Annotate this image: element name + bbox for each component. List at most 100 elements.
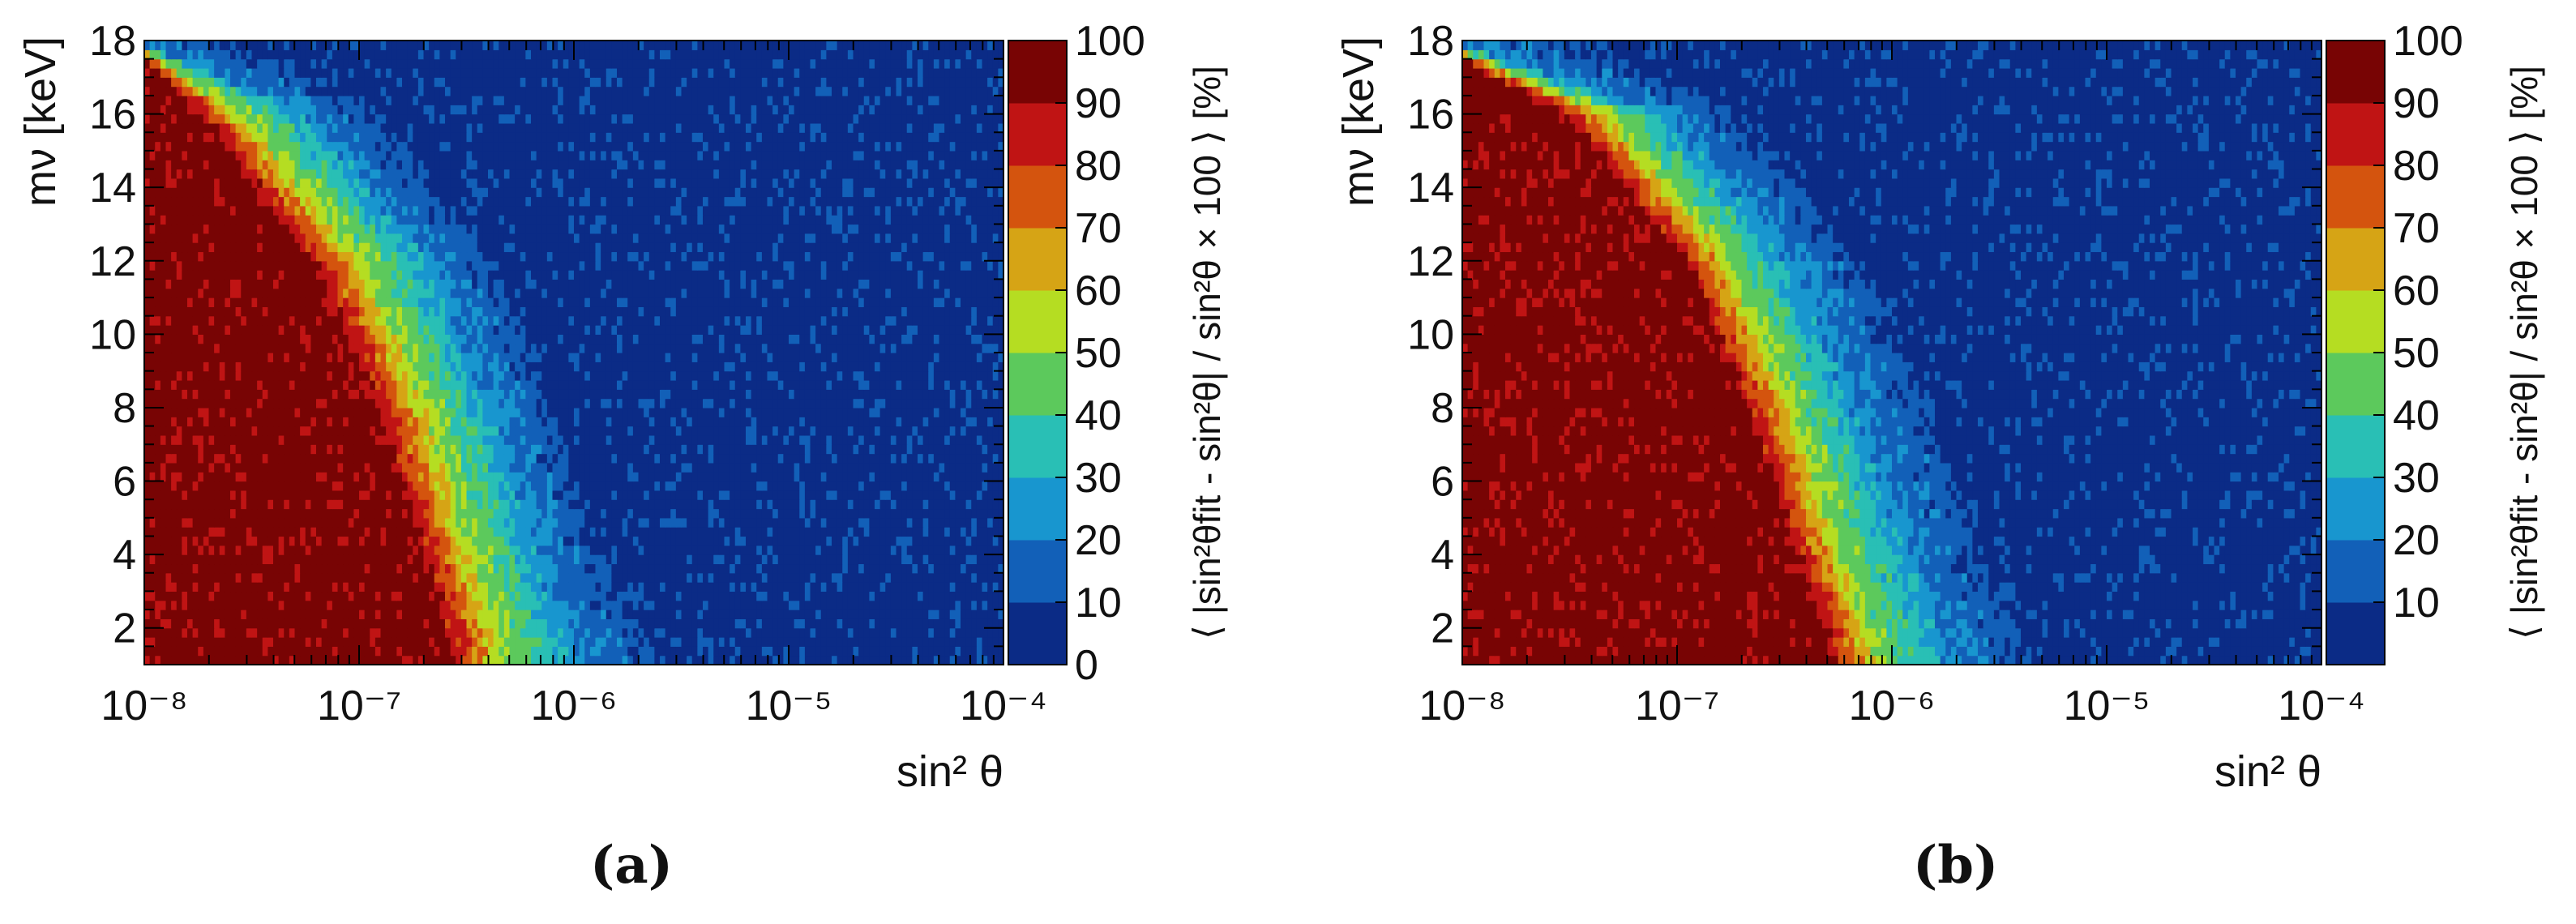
heatmap-cell — [182, 646, 188, 657]
heatmap-cell — [165, 407, 172, 417]
heatmap-cell — [589, 600, 597, 610]
heatmap-cell — [847, 453, 854, 464]
heatmap-cell — [638, 481, 644, 491]
heatmap-cell — [756, 536, 763, 546]
heatmap-cell — [225, 610, 231, 619]
heatmap-cell — [724, 536, 730, 546]
heatmap-cell — [660, 627, 666, 638]
heatmap-cell — [160, 536, 167, 546]
heatmap-cell — [187, 582, 194, 592]
heatmap-cell — [933, 572, 940, 583]
heatmap-cell — [423, 426, 430, 436]
heatmap-cell — [906, 389, 913, 400]
heatmap-cell — [262, 481, 268, 491]
heatmap-cell — [922, 453, 929, 464]
heatmap-cell — [992, 572, 999, 583]
heatmap-cell — [858, 517, 865, 528]
heatmap-cell — [644, 655, 650, 665]
heatmap-cell — [171, 646, 178, 657]
heatmap-cell — [949, 389, 956, 400]
heatmap-cell — [499, 508, 505, 519]
heatmap-cell — [794, 591, 800, 601]
heatmap-cell — [241, 453, 247, 464]
heatmap-cell — [289, 462, 296, 473]
heatmap-cell — [531, 379, 537, 390]
heatmap-cell — [617, 407, 623, 417]
heatmap-cell — [171, 572, 178, 583]
heatmap-cell — [488, 499, 494, 510]
heatmap-cell — [300, 600, 306, 610]
heatmap-cell — [321, 370, 327, 381]
heatmap-cell — [627, 434, 634, 445]
heatmap-cell — [203, 508, 210, 519]
heatmap-cell — [601, 554, 607, 565]
heatmap-cell — [660, 600, 666, 610]
heatmap-cell — [525, 472, 532, 482]
heatmap-cell — [595, 472, 601, 482]
heatmap-cell — [601, 472, 607, 482]
heatmap-cell — [896, 646, 902, 657]
heatmap-cell — [439, 379, 446, 390]
heatmap-cell — [890, 610, 897, 619]
heatmap-cell — [289, 600, 296, 610]
heatmap-cell — [896, 591, 902, 601]
heatmap-cell — [815, 417, 822, 427]
heatmap-cell — [944, 637, 951, 647]
heatmap-cell — [751, 407, 757, 417]
heatmap-cell — [601, 389, 607, 400]
heatmap-cell — [826, 398, 832, 409]
heatmap-cell — [697, 582, 704, 592]
heatmap-cell — [558, 490, 564, 500]
heatmap-cell — [165, 462, 172, 473]
heatmap-cell — [203, 426, 210, 436]
heatmap-cell — [976, 481, 983, 491]
heatmap-cell — [896, 426, 902, 436]
heatmap-cell — [965, 444, 972, 455]
heatmap-cell — [933, 453, 940, 464]
heatmap-cell — [450, 563, 456, 574]
heatmap-cell — [906, 655, 913, 665]
heatmap-cell — [832, 572, 838, 583]
heatmap-cell — [756, 554, 763, 565]
heatmap-cell — [648, 527, 655, 537]
heatmap-cell — [772, 637, 779, 647]
heatmap-cell — [332, 462, 339, 473]
heatmap-cell — [804, 610, 811, 619]
heatmap-cell — [396, 591, 403, 601]
heatmap-cell — [525, 398, 532, 409]
heatmap-cell — [617, 618, 623, 629]
heatmap-cell — [772, 610, 779, 619]
heatmap-cell — [922, 610, 929, 619]
heatmap-cell — [837, 453, 843, 464]
heatmap-cell — [203, 517, 210, 528]
heatmap-cell — [284, 407, 290, 417]
heatmap-cell — [203, 637, 210, 647]
heatmap-cell — [413, 618, 419, 629]
heatmap-cell — [321, 417, 327, 427]
heatmap-cell — [509, 610, 516, 619]
heatmap-cell — [708, 444, 714, 455]
heatmap-cell — [665, 591, 671, 601]
heatmap-cell — [208, 398, 215, 409]
heatmap-cell — [423, 444, 430, 455]
heatmap-cell — [439, 655, 446, 665]
heatmap-cell — [708, 379, 714, 390]
heatmap-cell — [579, 545, 585, 555]
heatmap-cell — [847, 536, 854, 546]
heatmap-cell — [998, 472, 1004, 482]
heatmap-cell — [832, 517, 838, 528]
heatmap-cell — [906, 517, 913, 528]
heatmap-cell — [353, 398, 360, 409]
heatmap-cell — [348, 527, 354, 537]
heatmap-cell — [622, 398, 628, 409]
heatmap-cell — [789, 554, 795, 565]
heatmap-cell — [267, 527, 274, 537]
heatmap-cell — [225, 490, 231, 500]
heatmap-cell — [503, 453, 511, 464]
heatmap-cell — [214, 389, 220, 400]
heatmap-cell — [660, 508, 666, 519]
heatmap-cell — [203, 398, 210, 409]
heatmap-cell — [896, 417, 902, 427]
heatmap-cell — [305, 379, 311, 390]
heatmap-cell — [611, 563, 618, 574]
